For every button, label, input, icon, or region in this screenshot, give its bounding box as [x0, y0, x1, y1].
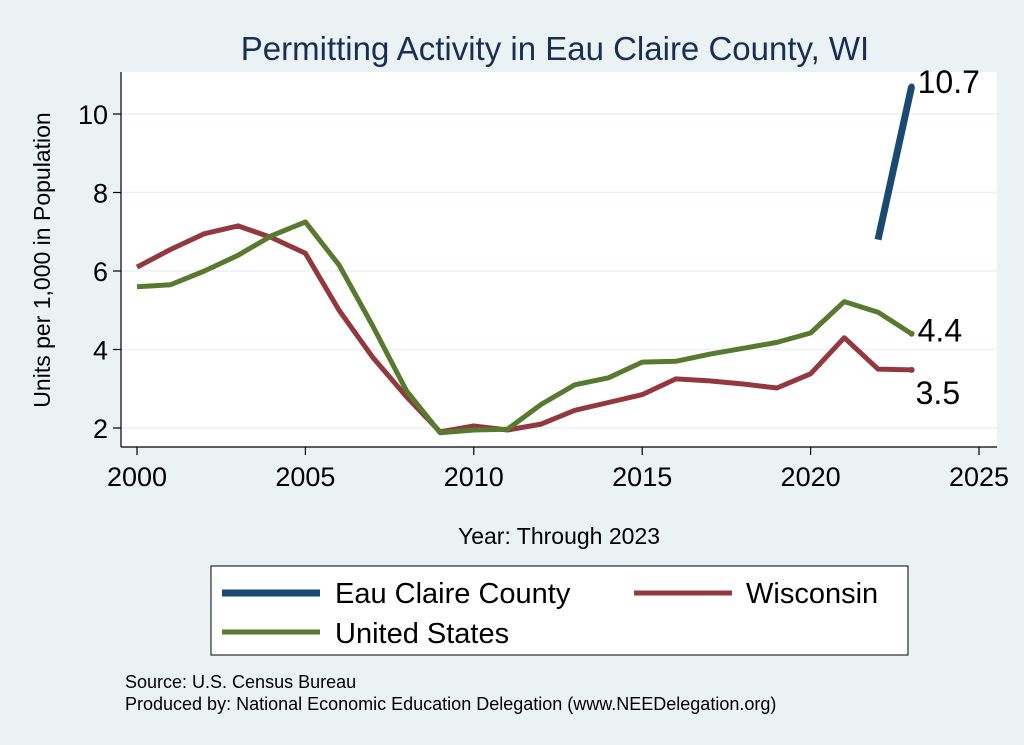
produced-by-line: Produced by: National Economic Education…	[125, 694, 776, 714]
x-tick-label: 2025	[949, 462, 1009, 492]
y-ticks: 2 4 6 8 10	[78, 100, 121, 444]
y-tick-label: 6	[93, 257, 108, 287]
legend-label-wisconsin: Wisconsin	[746, 578, 878, 610]
end-labels: 10.7 3.5 4.4	[916, 64, 980, 411]
x-tick-label: 2020	[781, 462, 841, 492]
series-line-united-states	[136, 219, 913, 436]
y-tick-label: 8	[93, 179, 108, 209]
y-tick-label: 4	[93, 336, 108, 366]
series-lines	[135, 83, 916, 436]
x-tick-label: 2010	[444, 462, 504, 492]
y-axis-label: Units per 1,000 in Population	[29, 112, 55, 407]
series-end-point	[908, 330, 915, 337]
x-tick-label: 2000	[107, 462, 167, 492]
x-tick-label: 2015	[612, 462, 672, 492]
legend-box	[210, 565, 909, 656]
series-end-point	[908, 83, 915, 90]
legend: Eau Claire County Wisconsin United State…	[210, 565, 909, 656]
series-end-point	[908, 366, 915, 373]
series-line-wisconsin	[135, 223, 912, 435]
y-tick-label: 2	[93, 414, 108, 444]
grid-lines	[121, 113, 997, 429]
plot-area	[121, 72, 997, 447]
x-ticks: 2000 2005 2010 2015 2020 2025	[107, 447, 1009, 492]
x-tick-label: 2005	[275, 462, 335, 492]
legend-label-eau-claire: Eau Claire County	[335, 578, 571, 610]
source-line: Source: U.S. Census Bureau	[125, 672, 356, 692]
chart-title: Permitting Activity in Eau Claire County…	[241, 30, 869, 67]
end-label: 10.7	[918, 64, 980, 100]
end-label: 3.5	[916, 375, 960, 411]
x-axis-label: Year: Through 2023	[458, 523, 660, 549]
series-line-eau-claire-county	[874, 85, 916, 241]
legend-label-united-states: United States	[335, 618, 509, 650]
end-label: 4.4	[918, 312, 962, 348]
y-tick-label: 10	[78, 100, 108, 130]
